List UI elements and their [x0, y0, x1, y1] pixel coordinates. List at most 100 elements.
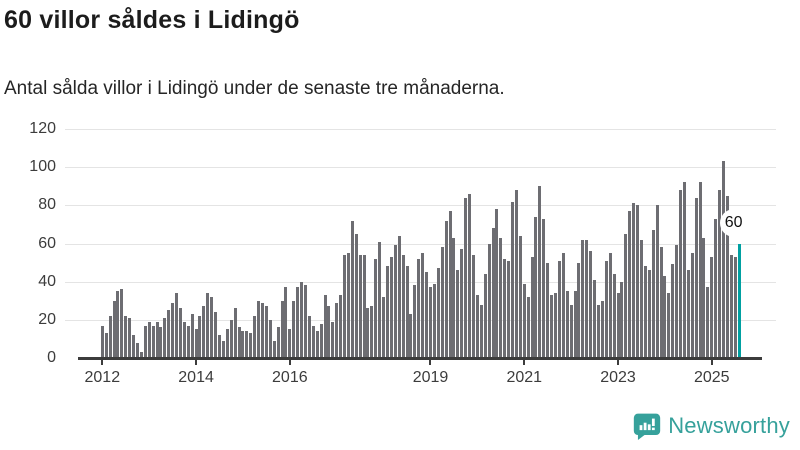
bar — [354, 233, 358, 358]
y-axis-tick-label: 0 — [47, 349, 56, 366]
gridline — [65, 167, 776, 169]
bar — [675, 245, 679, 358]
bar — [643, 266, 647, 358]
bar — [628, 211, 632, 358]
bar — [432, 283, 436, 358]
x-axis-tick-label: 2014 — [178, 369, 214, 386]
bar — [175, 293, 179, 358]
bar — [589, 251, 593, 358]
bar — [491, 228, 495, 358]
bar — [655, 205, 659, 358]
bar — [229, 319, 233, 358]
x-axis-tick — [288, 359, 291, 365]
bar — [690, 253, 694, 358]
bar — [460, 249, 464, 358]
bar — [725, 195, 729, 358]
bar — [514, 190, 518, 358]
bar — [608, 253, 612, 358]
bar — [444, 220, 448, 358]
y-axis-tick-label: 100 — [29, 158, 56, 176]
bar — [307, 316, 311, 358]
bar — [221, 340, 225, 358]
x-axis-tick-label: 2019 — [412, 369, 449, 386]
x-axis-tick-label: 2012 — [84, 369, 121, 386]
bar — [190, 314, 194, 358]
bar — [358, 254, 362, 358]
bar — [413, 285, 417, 358]
bar — [530, 256, 534, 358]
bar — [706, 287, 710, 358]
bar — [233, 308, 237, 358]
bar — [370, 306, 374, 358]
bar — [612, 274, 616, 358]
bar — [167, 310, 171, 358]
bar — [284, 287, 288, 358]
bar — [194, 329, 198, 358]
bar — [182, 321, 186, 358]
bar — [714, 218, 718, 358]
bar — [710, 256, 714, 358]
bar — [178, 308, 182, 358]
y-axis-tick-label: 20 — [38, 310, 56, 328]
bar — [600, 300, 604, 358]
bar — [335, 302, 339, 358]
bar — [151, 325, 155, 358]
bar — [147, 321, 151, 358]
bar — [237, 327, 241, 358]
bar — [499, 237, 503, 358]
bar — [616, 293, 620, 358]
bar — [303, 285, 307, 358]
bar — [331, 321, 335, 358]
y-axis-tick-label: 80 — [38, 196, 56, 214]
bar — [128, 317, 132, 358]
bar — [729, 254, 733, 358]
bar — [343, 254, 347, 358]
bar — [479, 304, 483, 358]
bar — [651, 230, 655, 358]
bar — [503, 258, 507, 358]
bar — [440, 247, 444, 358]
bar — [495, 209, 499, 358]
bar — [245, 331, 249, 358]
bar — [718, 190, 722, 358]
bar — [346, 253, 350, 358]
x-axis-tick — [429, 359, 432, 365]
bar — [198, 316, 202, 358]
bar — [401, 254, 405, 358]
bar — [362, 254, 366, 358]
bar — [319, 323, 323, 358]
bar — [659, 247, 663, 358]
bar — [596, 304, 600, 358]
bar — [300, 281, 304, 358]
bar — [686, 270, 690, 358]
bar — [409, 314, 413, 358]
value-annotation-label: 60 — [724, 213, 743, 231]
bar — [464, 197, 468, 358]
bar — [620, 281, 624, 358]
bar — [339, 295, 343, 358]
bar — [171, 302, 175, 358]
bar — [511, 201, 515, 358]
bar — [155, 321, 159, 358]
bar — [315, 331, 319, 358]
y-axis-tick-label: 60 — [38, 234, 56, 252]
bar — [124, 316, 128, 358]
bar — [593, 279, 597, 358]
bar — [565, 291, 569, 358]
bar — [132, 335, 136, 358]
x-axis-tick — [195, 359, 198, 365]
bar — [538, 186, 542, 358]
bar — [288, 329, 292, 358]
bar — [386, 266, 389, 358]
bar — [241, 331, 245, 358]
bar — [260, 302, 264, 358]
bar — [636, 205, 640, 358]
bar — [389, 256, 393, 358]
bar — [733, 256, 737, 358]
brand-name: Newsworthy — [668, 413, 790, 438]
bar — [206, 293, 210, 358]
gridline — [65, 243, 776, 245]
bar — [534, 216, 538, 358]
bar — [108, 316, 112, 358]
